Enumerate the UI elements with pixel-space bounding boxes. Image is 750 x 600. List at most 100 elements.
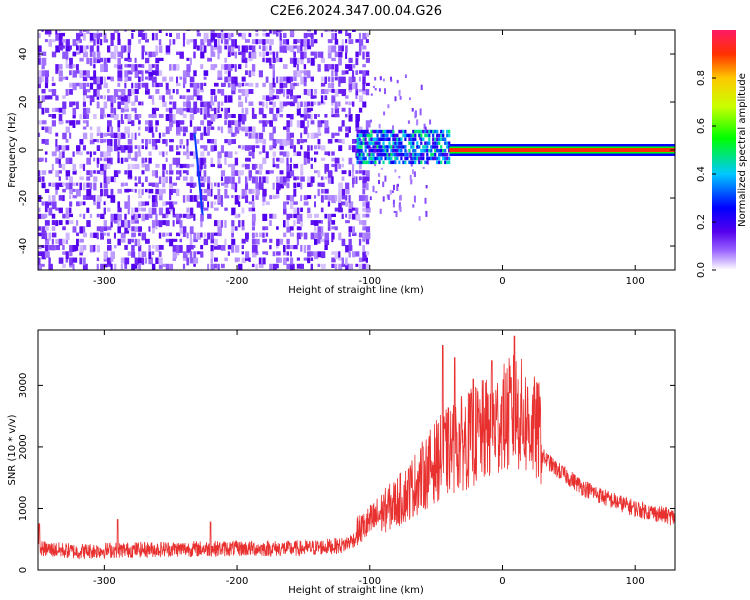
heatmap-cell: [314, 30, 317, 35]
heatmap-cell: [155, 170, 158, 178]
heatmap-cell: [138, 39, 141, 44]
heatmap-cell: [334, 76, 338, 81]
heatmap-cell: [51, 51, 57, 58]
heatmap-cell: [334, 132, 340, 136]
heatmap-cell: [196, 232, 201, 240]
heatmap-cell: [408, 149, 411, 153]
heatmap-cell: [262, 257, 266, 265]
heatmap-cell: [214, 232, 219, 236]
heatmap-cell: [234, 76, 238, 85]
heatmap-cell: [224, 176, 229, 184]
heatmap-cell: [217, 101, 221, 108]
heatmap-cell: [220, 82, 226, 87]
heatmap-cell: [151, 245, 155, 249]
heatmap-cell: [358, 160, 361, 165]
heatmap-cell: [196, 163, 202, 172]
heatmap-cell: [210, 120, 214, 124]
heatmap-cell: [338, 201, 342, 210]
heatmap-cell: [234, 132, 237, 136]
heatmap-cell: [368, 156, 371, 161]
heatmap-cell: [296, 70, 302, 78]
heatmap-cell: [388, 141, 391, 145]
heatmap-cell: [196, 107, 200, 113]
heatmap-cell: [158, 232, 162, 239]
heatmap-cell: [93, 139, 97, 142]
heatmap-cell: [303, 126, 308, 135]
heatmap-cell: [148, 213, 153, 219]
heatmap-cells: [38, 30, 675, 270]
heatmap-cell: [41, 70, 46, 77]
heatmap-cell: [310, 232, 315, 240]
heatmap-cell: [356, 129, 359, 134]
heatmap-cell: [103, 64, 108, 72]
heatmap-cell: [220, 145, 224, 153]
heatmap-cell: [176, 51, 181, 55]
heatmap-cell: [55, 245, 60, 251]
heatmap-cell: [303, 245, 307, 253]
colorbar-tick-label: 0.8: [696, 70, 707, 86]
heatmap-cell: [331, 176, 334, 184]
heatmap-cell: [220, 30, 224, 33]
heatmap-cell: [345, 45, 348, 53]
heatmap-cell: [62, 245, 65, 250]
heatmap-cell: [255, 251, 259, 256]
heatmap-cell: [162, 220, 167, 226]
heatmap-cell: [395, 210, 398, 218]
heatmap-cell: [220, 101, 224, 106]
heatmap-cell: [69, 120, 74, 126]
heatmap-cell: [419, 108, 422, 116]
heatmap-cell: [334, 157, 340, 164]
heatmap-cell: [162, 232, 166, 237]
heatmap-cell: [362, 137, 365, 141]
heatmap-cell: [217, 188, 221, 197]
heatmap-cell: [113, 263, 117, 270]
heatmap-cell: [62, 163, 66, 171]
heatmap-cell: [203, 114, 207, 120]
heatmap-cell: [162, 76, 167, 82]
heatmap-cell: [169, 176, 173, 184]
heatmap-cell: [320, 145, 326, 151]
heatmap-cell: [127, 51, 131, 59]
heatmap-cell: [124, 57, 130, 62]
heatmap-cell: [272, 82, 276, 88]
heatmap-cell: [406, 152, 409, 157]
heatmap-cell: [255, 132, 259, 139]
heatmap-cell: [352, 163, 355, 172]
heatmap-cell: [138, 257, 142, 264]
heatmap-cell: [176, 126, 181, 134]
heatmap-cell: [169, 101, 173, 105]
heatmap-cell: [93, 39, 96, 46]
heatmap-cell: [293, 95, 298, 104]
heatmap-cell: [310, 182, 313, 187]
heatmap-cell: [310, 32, 314, 39]
heatmap-cell: [376, 152, 379, 157]
heatmap-cell: [38, 76, 42, 85]
heatmap-cell: [446, 152, 449, 157]
heatmap-cell: [224, 151, 229, 158]
heatmap-cell: [370, 160, 373, 165]
heatmap-cell: [48, 89, 53, 93]
heatmap-cell: [324, 76, 327, 84]
heatmap-cell: [176, 245, 180, 253]
heatmap-cell: [279, 257, 282, 263]
heatmap-cell: [196, 139, 200, 144]
heatmap-cell: [65, 207, 70, 215]
heatmap-cell: [165, 51, 171, 55]
heatmap-cell: [86, 114, 89, 119]
heatmap-cell: [265, 176, 269, 184]
heatmap-cell: [238, 201, 241, 207]
heatmap-cell: [100, 151, 104, 158]
heatmap-cell: [310, 251, 314, 257]
heatmap-cell: [110, 39, 114, 46]
heatmap-cell: [189, 132, 194, 141]
heatmap-cell: [303, 89, 308, 95]
heatmap-cell: [189, 107, 194, 113]
heatmap-cell: [255, 238, 260, 245]
heatmap-cell: [352, 176, 355, 184]
heatmap-cell: [355, 95, 358, 100]
heatmap-cell: [44, 213, 48, 218]
heatmap-cell: [416, 152, 419, 157]
heatmap-cell: [310, 95, 315, 99]
heatmap-cell: [293, 39, 298, 45]
heatmap-cell: [338, 232, 342, 241]
